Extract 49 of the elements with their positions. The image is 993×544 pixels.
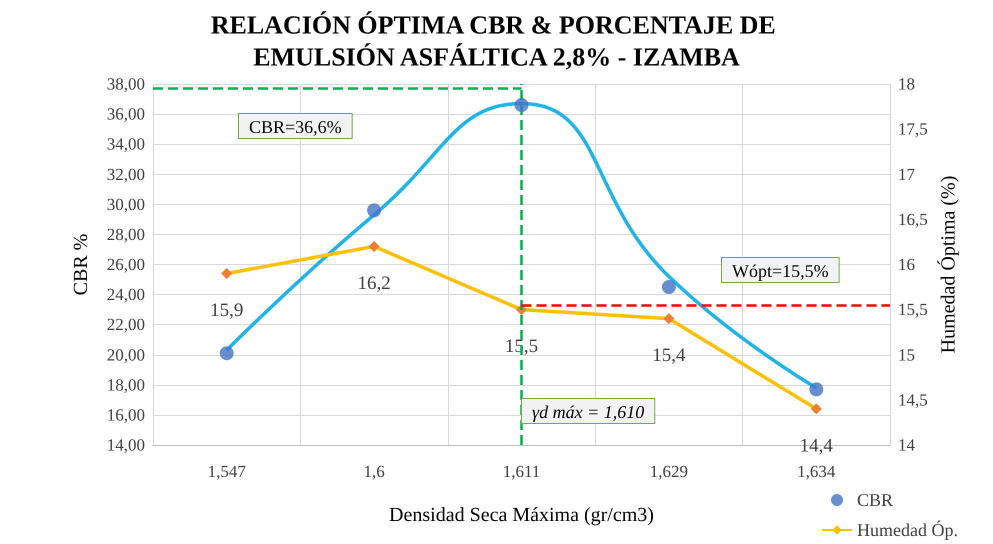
annotation: Wópt=15,5% <box>732 261 829 281</box>
y2-tick-label: 17,5 <box>898 120 928 139</box>
point <box>514 98 528 112</box>
data-label: 14,4 <box>800 435 834 456</box>
y2-tick-label: 14,5 <box>898 390 928 410</box>
y2-axis-title: Humedad Óptima (%) <box>936 176 960 354</box>
legend-label: CBR <box>857 490 894 510</box>
x-axis-title: Densidad Seca Máxima (gr/cm3) <box>389 504 654 526</box>
y-tick-label: 36,00 <box>106 104 145 124</box>
point <box>662 280 676 294</box>
y-tick-label: 30,00 <box>106 194 145 214</box>
data-label: 15,4 <box>652 345 686 366</box>
y-tick-label: 22,00 <box>106 315 145 334</box>
y2-tick-label: 16,5 <box>898 210 928 229</box>
y-tick-label: 20,00 <box>106 345 145 364</box>
y-tick-label: 38,00 <box>106 74 145 94</box>
y-tick-label: 26,00 <box>106 255 145 274</box>
x-tick-label: 1,6 <box>363 462 385 481</box>
annotation: γd máx = 1,610 <box>532 402 644 422</box>
y2-tick-label: 14 <box>898 436 916 454</box>
point <box>809 382 824 396</box>
chart-title: RELACIÓN ÓPTIMA CBR & PORCENTAJE DE EMULSIÓN ASFÁLTICA 2,8% - IZAMBA <box>210 10 782 72</box>
y-tick-label: 24,00 <box>106 285 145 304</box>
y2-tick-label: 17 <box>898 164 916 184</box>
y-tick-label: 18,00 <box>106 375 145 394</box>
y2-tick-label: 16 <box>898 255 915 274</box>
point <box>221 268 232 280</box>
x-tick-label: 1,629 <box>650 462 688 481</box>
x-tick-label: 1,634 <box>797 462 836 481</box>
y-axis-title: CBR % <box>70 234 92 296</box>
legend-label: Humedad Óp. <box>857 520 958 540</box>
point <box>220 346 234 360</box>
y-tick-label: 32,00 <box>106 164 145 184</box>
data-label: 15,9 <box>210 300 244 322</box>
data-label: 16,2 <box>357 272 391 294</box>
annotation: CBR=36,6% <box>249 117 342 137</box>
y-tick-label: 16,00 <box>106 405 145 424</box>
point <box>367 203 382 218</box>
point <box>810 403 822 414</box>
y2-tick-label: 18 <box>898 74 915 94</box>
point <box>663 313 674 324</box>
point <box>368 240 380 252</box>
y-tick-label: 14,00 <box>106 436 145 454</box>
y-tick-label: 34,00 <box>106 134 145 154</box>
x-tick-label: 1,611 <box>502 462 540 481</box>
y2-tick-label: 15 <box>898 345 915 364</box>
y-tick-label: 28,00 <box>106 224 145 244</box>
x-tick-label: 1,547 <box>208 462 246 481</box>
y2-tick-label: 15,5 <box>898 300 928 320</box>
